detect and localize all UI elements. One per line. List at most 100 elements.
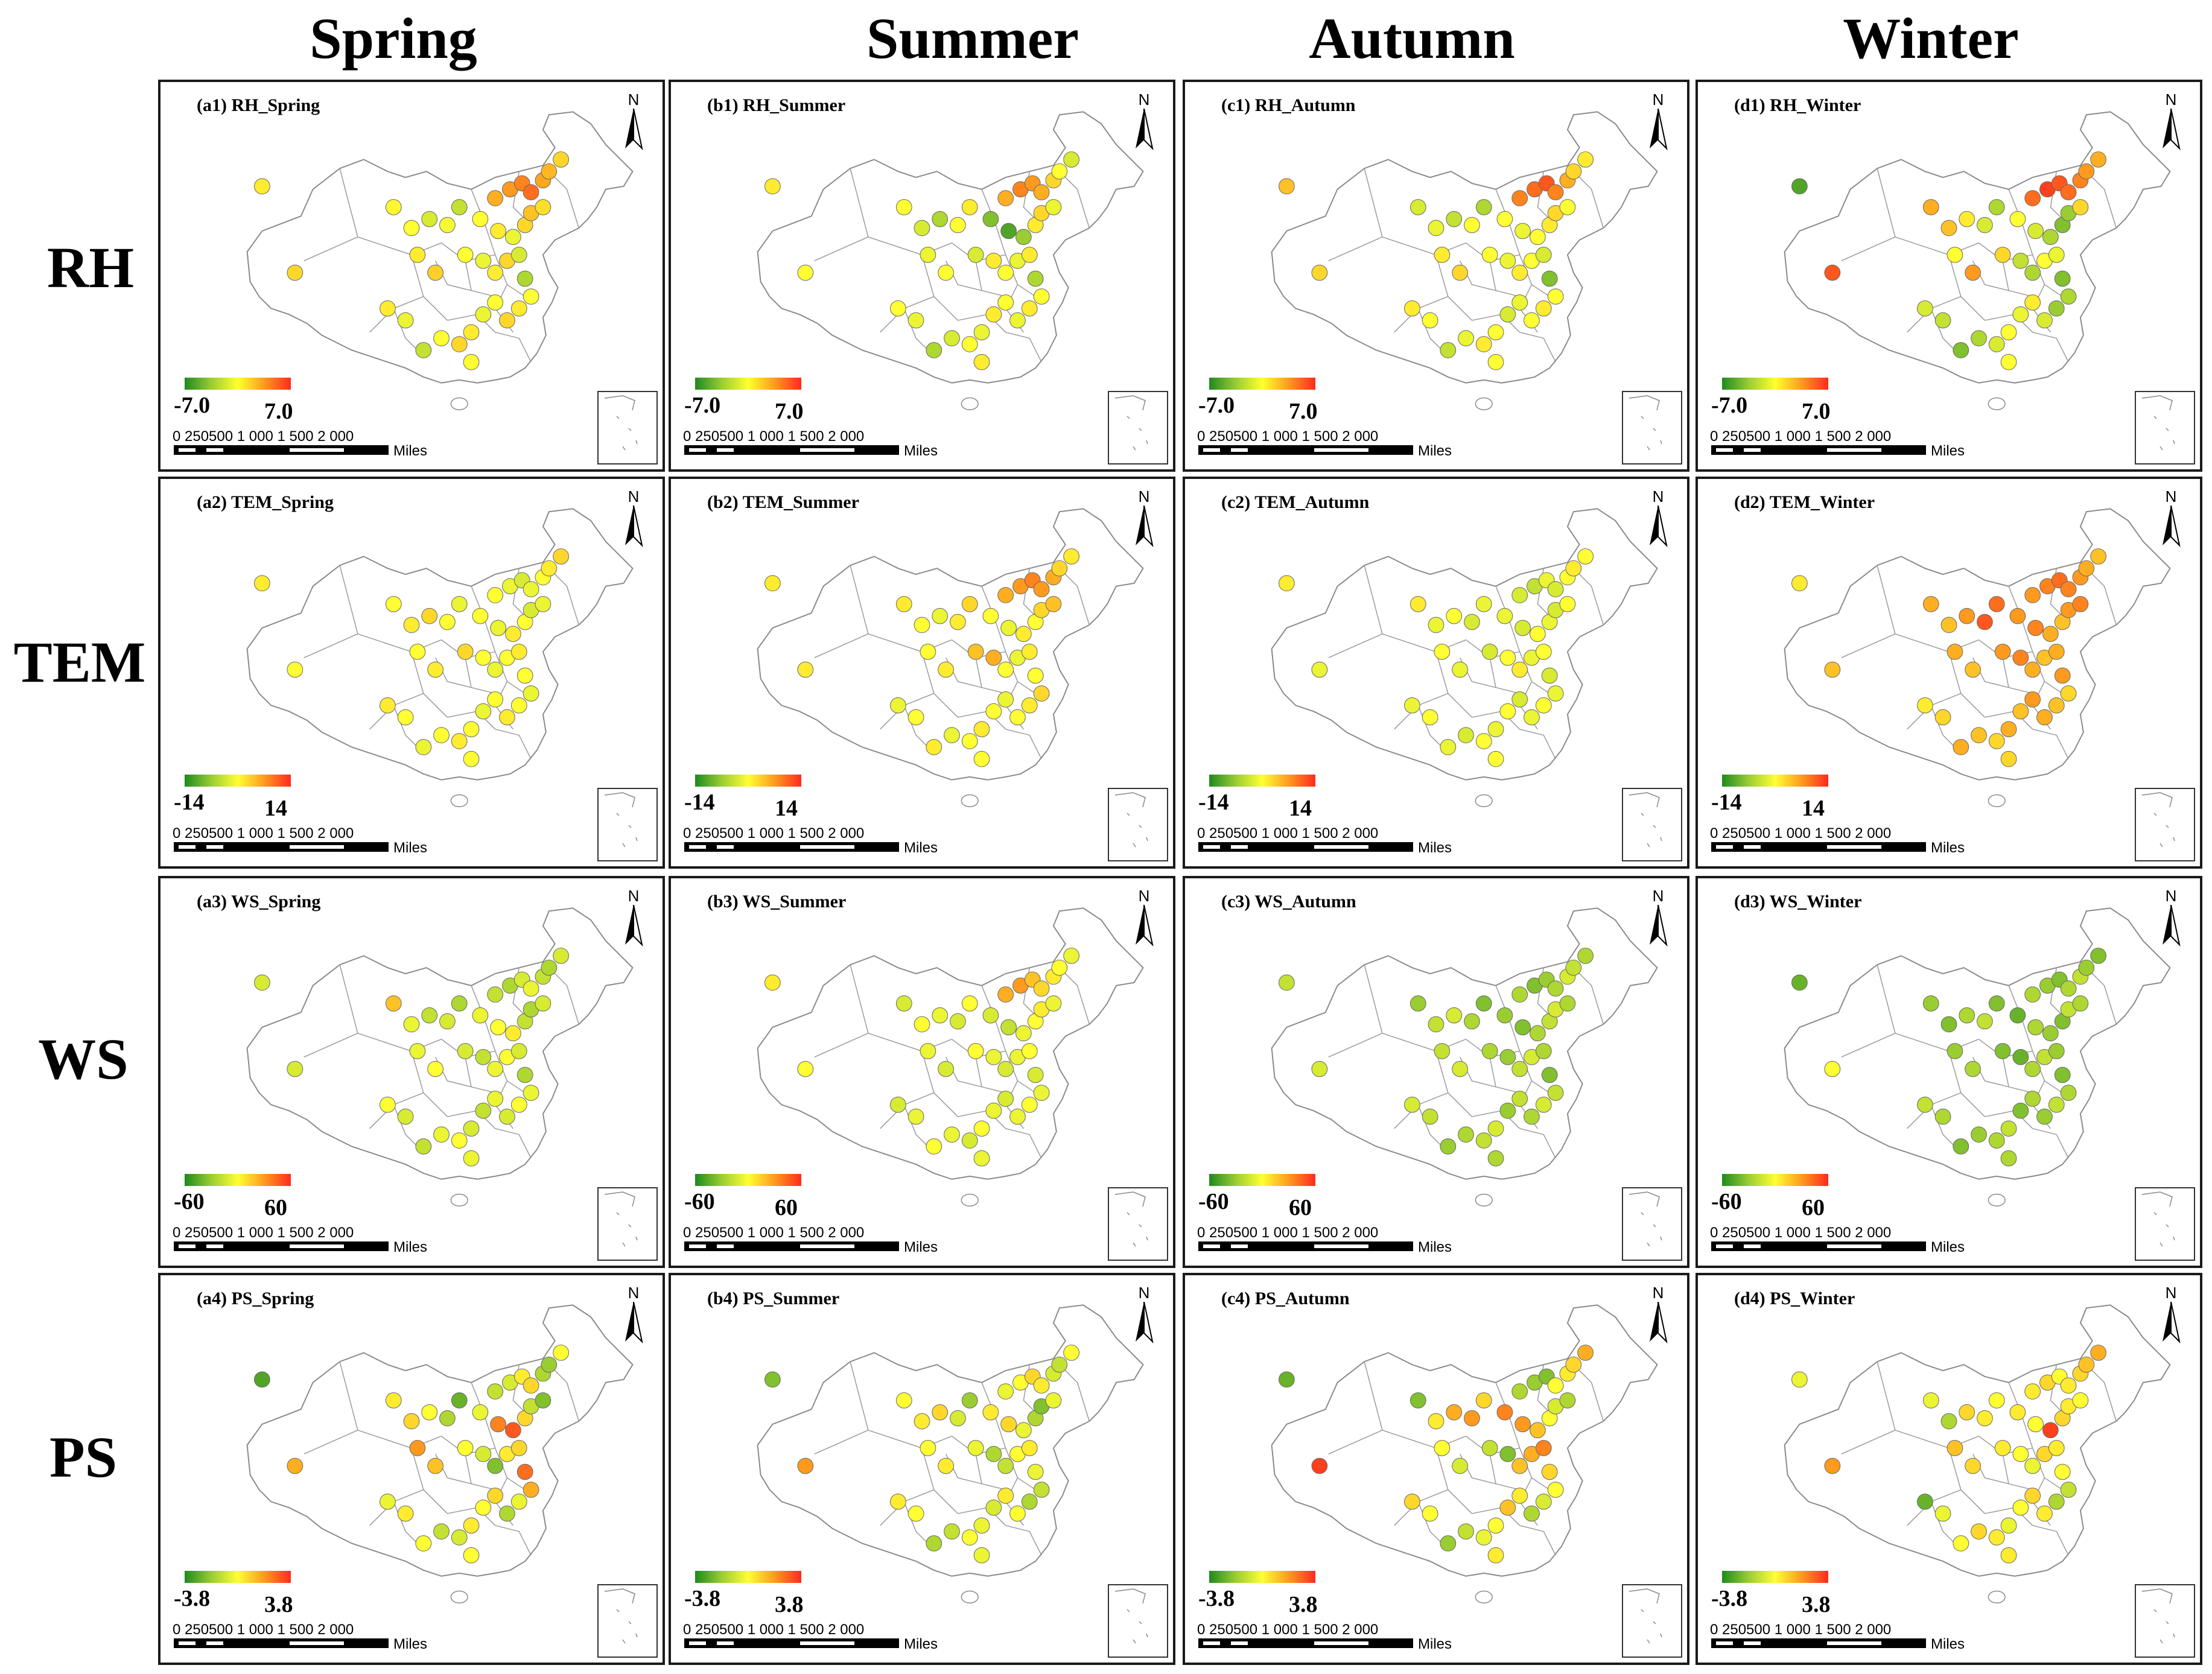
scale-segment (1314, 1244, 1368, 1248)
station-point (1917, 1493, 1933, 1510)
station-point (1422, 312, 1438, 329)
station-point (1021, 644, 1038, 660)
station-point (1530, 626, 1546, 642)
province-boundary (304, 565, 358, 658)
station-point (926, 1138, 942, 1155)
station-point (516, 1463, 533, 1480)
station-point (1994, 1043, 2011, 1059)
station-point (2000, 721, 2017, 738)
station-point (2072, 199, 2089, 215)
china-map (1784, 111, 2171, 410)
station-point (2012, 1048, 2029, 1065)
station-point (2036, 709, 2053, 726)
scale-segment (1231, 448, 1248, 452)
province-boundary (465, 1454, 495, 1491)
station-point (254, 178, 270, 195)
station-point (415, 739, 432, 755)
panel-title: (b2) TEM_Summer (707, 492, 859, 512)
station-point (2042, 626, 2059, 642)
station-point (254, 974, 270, 991)
station-point (2027, 1416, 2044, 1433)
station-point (950, 1013, 966, 1030)
station-point (457, 1440, 474, 1456)
map-panel-tem-autumn: (c2) TEM_Autumn N -14 14 0 250500 1 000 1 50… (1183, 477, 1689, 869)
station-point (944, 1523, 960, 1540)
station-point (890, 1493, 906, 1510)
station-point (973, 324, 990, 341)
station-point (932, 211, 949, 227)
station-point (1452, 1061, 1468, 1077)
station-point (1971, 727, 1987, 744)
station-point (475, 1048, 492, 1065)
map-panel-rh-summer: (b1) RH_Summer N -7.0 7.0 0 250500 1 000 1 5… (669, 80, 1175, 472)
province-boundary (304, 1362, 358, 1454)
station-point (1524, 312, 1540, 329)
province-boundary (2032, 1525, 2069, 1556)
station-point (1514, 620, 1531, 636)
station-point (1511, 264, 1528, 281)
station-point (985, 1102, 1002, 1119)
station-point (1988, 995, 2005, 1012)
map-panel-tem-spring: (a2) TEM_Spring N -14 14 0 250500 1 000 1 50… (158, 477, 665, 869)
station-point (2048, 300, 2065, 317)
province-boundary (2032, 332, 2069, 363)
station-point (997, 1061, 1014, 1077)
station-point (490, 620, 506, 636)
station-point (487, 190, 504, 206)
legend-color-bar (1209, 775, 1315, 787)
station-point (1947, 1440, 1963, 1456)
station-point (1422, 709, 1438, 726)
station-point (287, 661, 304, 678)
south-china-sea-inset (597, 788, 658, 861)
station-point (1824, 1457, 1841, 1474)
station-point (553, 1345, 569, 1361)
station-point (2000, 324, 2017, 341)
station-point (1033, 184, 1050, 201)
row-header-rh: RH (47, 235, 134, 300)
station-point (973, 354, 990, 370)
station-point (409, 1043, 426, 1059)
station-point (1547, 288, 1564, 305)
station-point (1009, 1505, 1026, 1522)
station-point (2000, 1150, 2017, 1167)
station-point (2048, 1096, 2065, 1113)
station-point (1027, 1067, 1044, 1083)
station-point (1440, 739, 1457, 755)
scale-labels: 0 250500 1 000 1 500 2 000 (1710, 825, 1892, 842)
station-point (1015, 1025, 1032, 1042)
station-point (1015, 1422, 1032, 1439)
station-point (997, 1488, 1014, 1504)
station-point (1475, 995, 1492, 1012)
station-point (1824, 661, 1841, 678)
station-point (1547, 581, 1564, 598)
station-point (914, 220, 930, 236)
north-label: N (628, 1284, 640, 1302)
station-point (451, 596, 468, 612)
island-outline (961, 794, 979, 807)
station-point (380, 300, 396, 317)
china-map (757, 111, 1144, 410)
station-point (385, 1392, 402, 1409)
station-point (499, 709, 515, 726)
station-point (1499, 1102, 1516, 1119)
province-boundary (1519, 729, 1556, 759)
legend-min-label: -14 (1198, 790, 1229, 815)
station-point (403, 617, 420, 633)
station-point (1934, 312, 1951, 329)
station-point (961, 1529, 978, 1546)
station-point (961, 336, 978, 352)
station-point (409, 644, 426, 660)
legend-color-bar (1209, 1174, 1315, 1186)
station-point (997, 264, 1014, 281)
station-point (1577, 948, 1594, 964)
station-point (510, 247, 527, 263)
scale-unit: Miles (904, 443, 938, 459)
station-point (1499, 649, 1516, 666)
island-outline (450, 397, 468, 410)
island-outline (1988, 397, 2006, 410)
legend-color-bar (185, 378, 291, 390)
station-point (1922, 995, 1939, 1012)
station-point (982, 1404, 999, 1421)
station-point (1021, 300, 1038, 317)
station-point (1577, 548, 1594, 565)
